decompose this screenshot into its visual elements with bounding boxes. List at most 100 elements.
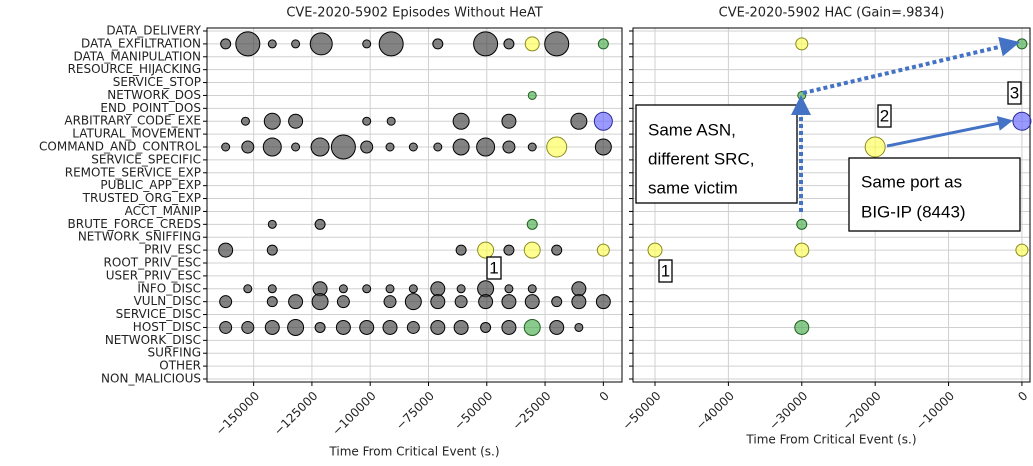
bubble <box>220 38 232 50</box>
x-tick-label: −50000 <box>451 389 495 433</box>
x-tick-label: −30000 <box>766 389 810 433</box>
y-tick-label: ACCT_MANIP <box>125 204 201 218</box>
bubble <box>267 39 277 49</box>
bubble <box>219 295 233 309</box>
bubble <box>404 293 422 311</box>
bubble <box>571 281 587 297</box>
annotation-text: same victim <box>648 178 738 197</box>
y-tick-label: END_POINT_DOS <box>100 101 201 115</box>
annotation-box <box>486 256 502 280</box>
y-tick-label: INFO_DISC <box>137 281 201 295</box>
y-tick-label: LATURAL_MOVEMENT <box>72 127 201 141</box>
bubble <box>546 136 568 158</box>
x-tick-label: −100000 <box>329 389 378 438</box>
annotation-text: BIG-IP (8443) <box>861 202 966 221</box>
bubble <box>433 142 443 152</box>
y-tick-label: COMMAND_AND_CONTROL <box>39 140 201 154</box>
bubble <box>595 294 611 310</box>
x-tick-label: −50000 <box>620 389 664 433</box>
bubble <box>551 296 563 308</box>
bubble <box>478 294 494 310</box>
bubble <box>647 242 663 258</box>
bubble <box>524 36 540 52</box>
x-tick-label: 0 <box>597 389 612 404</box>
y-tick-label: HOST_DISC <box>133 320 201 334</box>
annotation-box <box>658 259 673 283</box>
x-axis-label: Time From Critical Event (s.) <box>328 445 499 459</box>
y-tick-label: RESOURCE_HIJACKING <box>68 62 201 76</box>
bubble <box>504 284 514 294</box>
bubble <box>864 136 886 158</box>
bubble <box>432 38 444 50</box>
bubble <box>473 31 499 57</box>
bubble <box>1016 38 1028 50</box>
bubble <box>266 244 278 256</box>
bubble <box>544 31 570 57</box>
annotation-number: 1 <box>489 258 498 277</box>
bubble <box>386 116 396 126</box>
bubble <box>796 218 808 230</box>
bubble <box>383 295 397 309</box>
bubble <box>526 218 538 230</box>
bubble <box>574 322 584 332</box>
bubble <box>430 281 446 297</box>
arrow <box>886 116 1013 148</box>
x-tick-label: −25000 <box>510 389 554 433</box>
annotation-number: 3 <box>1010 83 1019 102</box>
bubble <box>795 37 809 51</box>
annotation-number: 2 <box>880 106 889 125</box>
bubble <box>480 321 492 333</box>
bubble <box>288 113 304 129</box>
bubble <box>406 320 420 334</box>
bubble <box>408 142 418 152</box>
bubble <box>452 112 470 130</box>
x-tick-label: −10000 <box>913 389 957 433</box>
bubble <box>241 320 255 334</box>
bubble <box>454 295 468 309</box>
annotation-box <box>635 104 798 204</box>
bubble <box>570 112 588 130</box>
bubble <box>385 284 395 294</box>
bubble <box>235 31 261 57</box>
bubble <box>501 294 517 310</box>
bubble <box>267 219 277 229</box>
x-tick-label: −150000 <box>213 389 262 438</box>
y-tick-label: DATA_EXFILTRATION <box>81 36 201 50</box>
annotation-box <box>848 157 1021 232</box>
annotation-text: Same port as <box>861 172 962 191</box>
bubble <box>527 284 537 294</box>
bubble <box>527 90 537 100</box>
bubble <box>408 284 418 294</box>
plot-frame <box>206 27 623 383</box>
bubble <box>597 38 609 50</box>
bubble <box>571 294 587 310</box>
bubble <box>527 142 537 152</box>
bubble <box>219 320 233 334</box>
bubble <box>501 319 517 335</box>
bubble <box>452 138 470 156</box>
bubble <box>794 242 810 258</box>
y-tick-label: NETWORK_SNIFFING <box>78 230 201 244</box>
x-tick-label: −20000 <box>840 389 884 433</box>
dashed-arrow <box>802 36 1020 95</box>
y-tick-label: NETWORK_DISC <box>105 333 201 347</box>
annotation-text: Same ASN, <box>648 120 736 139</box>
bubble <box>338 284 348 294</box>
annotation-text: different SRC, <box>648 149 754 168</box>
bubble <box>335 319 351 335</box>
bubble <box>243 284 253 294</box>
bubble <box>362 116 372 126</box>
bubble <box>455 244 467 256</box>
y-tick-label: SERVICE_SPECIFIC <box>91 152 201 166</box>
bubble <box>430 294 446 310</box>
bubble <box>430 319 446 335</box>
bubble <box>336 295 350 309</box>
y-tick-label: REMOTE_SERVICE_EXP <box>65 165 201 179</box>
bubble <box>594 138 612 156</box>
bubble <box>263 112 281 130</box>
y-tick-label: OTHER <box>159 359 201 373</box>
bubble <box>385 142 395 152</box>
y-tick-label: SERVICE_STOP <box>113 75 201 89</box>
y-tick-label: ROOT_PRIV_ESC <box>104 256 201 270</box>
